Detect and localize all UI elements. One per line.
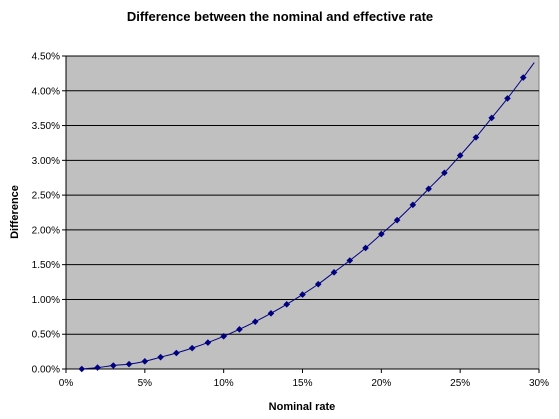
data-point — [299, 291, 306, 298]
data-point — [488, 114, 495, 122]
data-point — [504, 95, 511, 102]
plot-area — [65, 55, 540, 370]
x-tick-label: 10% — [214, 378, 234, 389]
data-point — [425, 185, 432, 193]
data-point — [441, 169, 448, 177]
data-point — [220, 333, 227, 340]
y-tick-label: 0.00% — [32, 365, 60, 376]
x-tick-label: 15% — [292, 378, 312, 389]
chart-title: Difference between the nominal and effec… — [127, 9, 433, 24]
y-tick-label: 4.50% — [32, 52, 60, 63]
y-tick-label: 1.00% — [32, 295, 60, 306]
x-tick-label: 25% — [450, 378, 470, 389]
x-axis-label: Nominal rate — [269, 401, 336, 413]
y-tick-label: 0.50% — [32, 330, 60, 341]
data-point — [330, 269, 338, 276]
data-point — [236, 326, 243, 333]
gridlines — [66, 55, 539, 335]
data-point — [519, 74, 527, 81]
data-point — [378, 230, 385, 238]
data-point — [456, 152, 464, 159]
data-point — [251, 318, 259, 326]
data-point — [94, 364, 101, 371]
x-tick-label: 20% — [371, 378, 391, 389]
y-tick-label: 4.00% — [32, 86, 60, 97]
data-point — [346, 257, 354, 264]
data-point — [314, 280, 322, 288]
y-tick-labels: 0.00% 0.50% 1.00% 1.50% 2.00% 2.50% 3.00% 3.50%… — [32, 52, 66, 376]
y-tick-label: 2.00% — [32, 225, 60, 236]
data-point — [173, 349, 180, 357]
y-tick-label: 2.50% — [32, 191, 60, 202]
data-point — [472, 134, 480, 141]
data-point — [188, 344, 196, 352]
x-tick-label: 5% — [138, 378, 153, 389]
x-tick-labels: 0% 5% 10% 15% 20% 25% 30% — [59, 369, 549, 389]
data-point — [110, 362, 117, 369]
data-point — [78, 365, 86, 373]
data-point — [283, 301, 291, 308]
y-tick-label: 3.50% — [32, 121, 60, 132]
data-point — [409, 201, 417, 209]
x-tick-label: 30% — [529, 378, 549, 389]
data-point — [125, 360, 133, 368]
data-point — [141, 358, 149, 365]
data-point — [393, 216, 401, 224]
y-tick-label: 3.00% — [32, 156, 60, 167]
y-tick-label: 1.50% — [32, 260, 60, 271]
data-point — [204, 339, 212, 346]
series-markers — [78, 74, 527, 373]
data-point — [157, 353, 164, 361]
data-point — [267, 310, 275, 317]
data-point — [362, 244, 369, 252]
y-axis-label: Difference — [9, 185, 21, 239]
x-tick-label: 0% — [59, 378, 74, 389]
